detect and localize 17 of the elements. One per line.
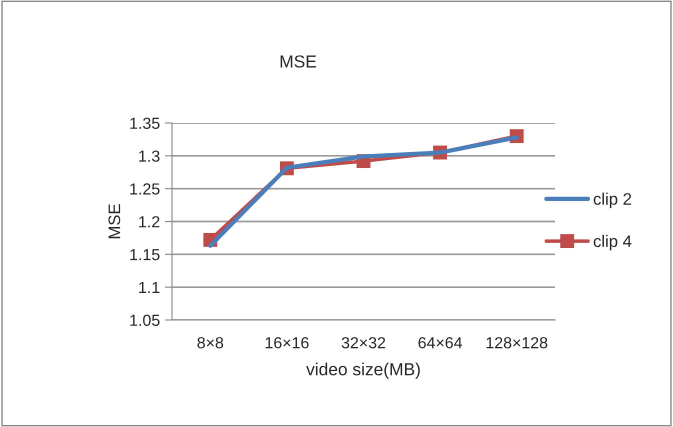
chart-title: MSE: [280, 55, 316, 68]
x-tick-label: 32×32: [342, 337, 386, 348]
y-axis-title: MSE: [108, 204, 120, 238]
y-tick-label: 1.05: [130, 314, 160, 326]
y-tick-label: 1.1: [139, 282, 160, 293]
x-tick-label: 8×8: [197, 337, 224, 348]
x-axis-title: video size(MB): [306, 362, 420, 379]
y-tick-label: 1.35: [130, 118, 160, 129]
x-tick-label: 16×16: [266, 337, 309, 348]
x-tick-label: 128×128: [486, 337, 548, 348]
legend-label: clip 2: [594, 192, 632, 208]
x-tick-label: 64×64: [418, 337, 462, 348]
y-tick-label: 1.2: [139, 216, 160, 228]
y-tick-label: 1.25: [130, 183, 160, 195]
y-tick-label: 1.3: [139, 150, 160, 162]
legend-label: clip 4: [594, 234, 632, 250]
y-tick-label: 1.15: [130, 249, 160, 260]
